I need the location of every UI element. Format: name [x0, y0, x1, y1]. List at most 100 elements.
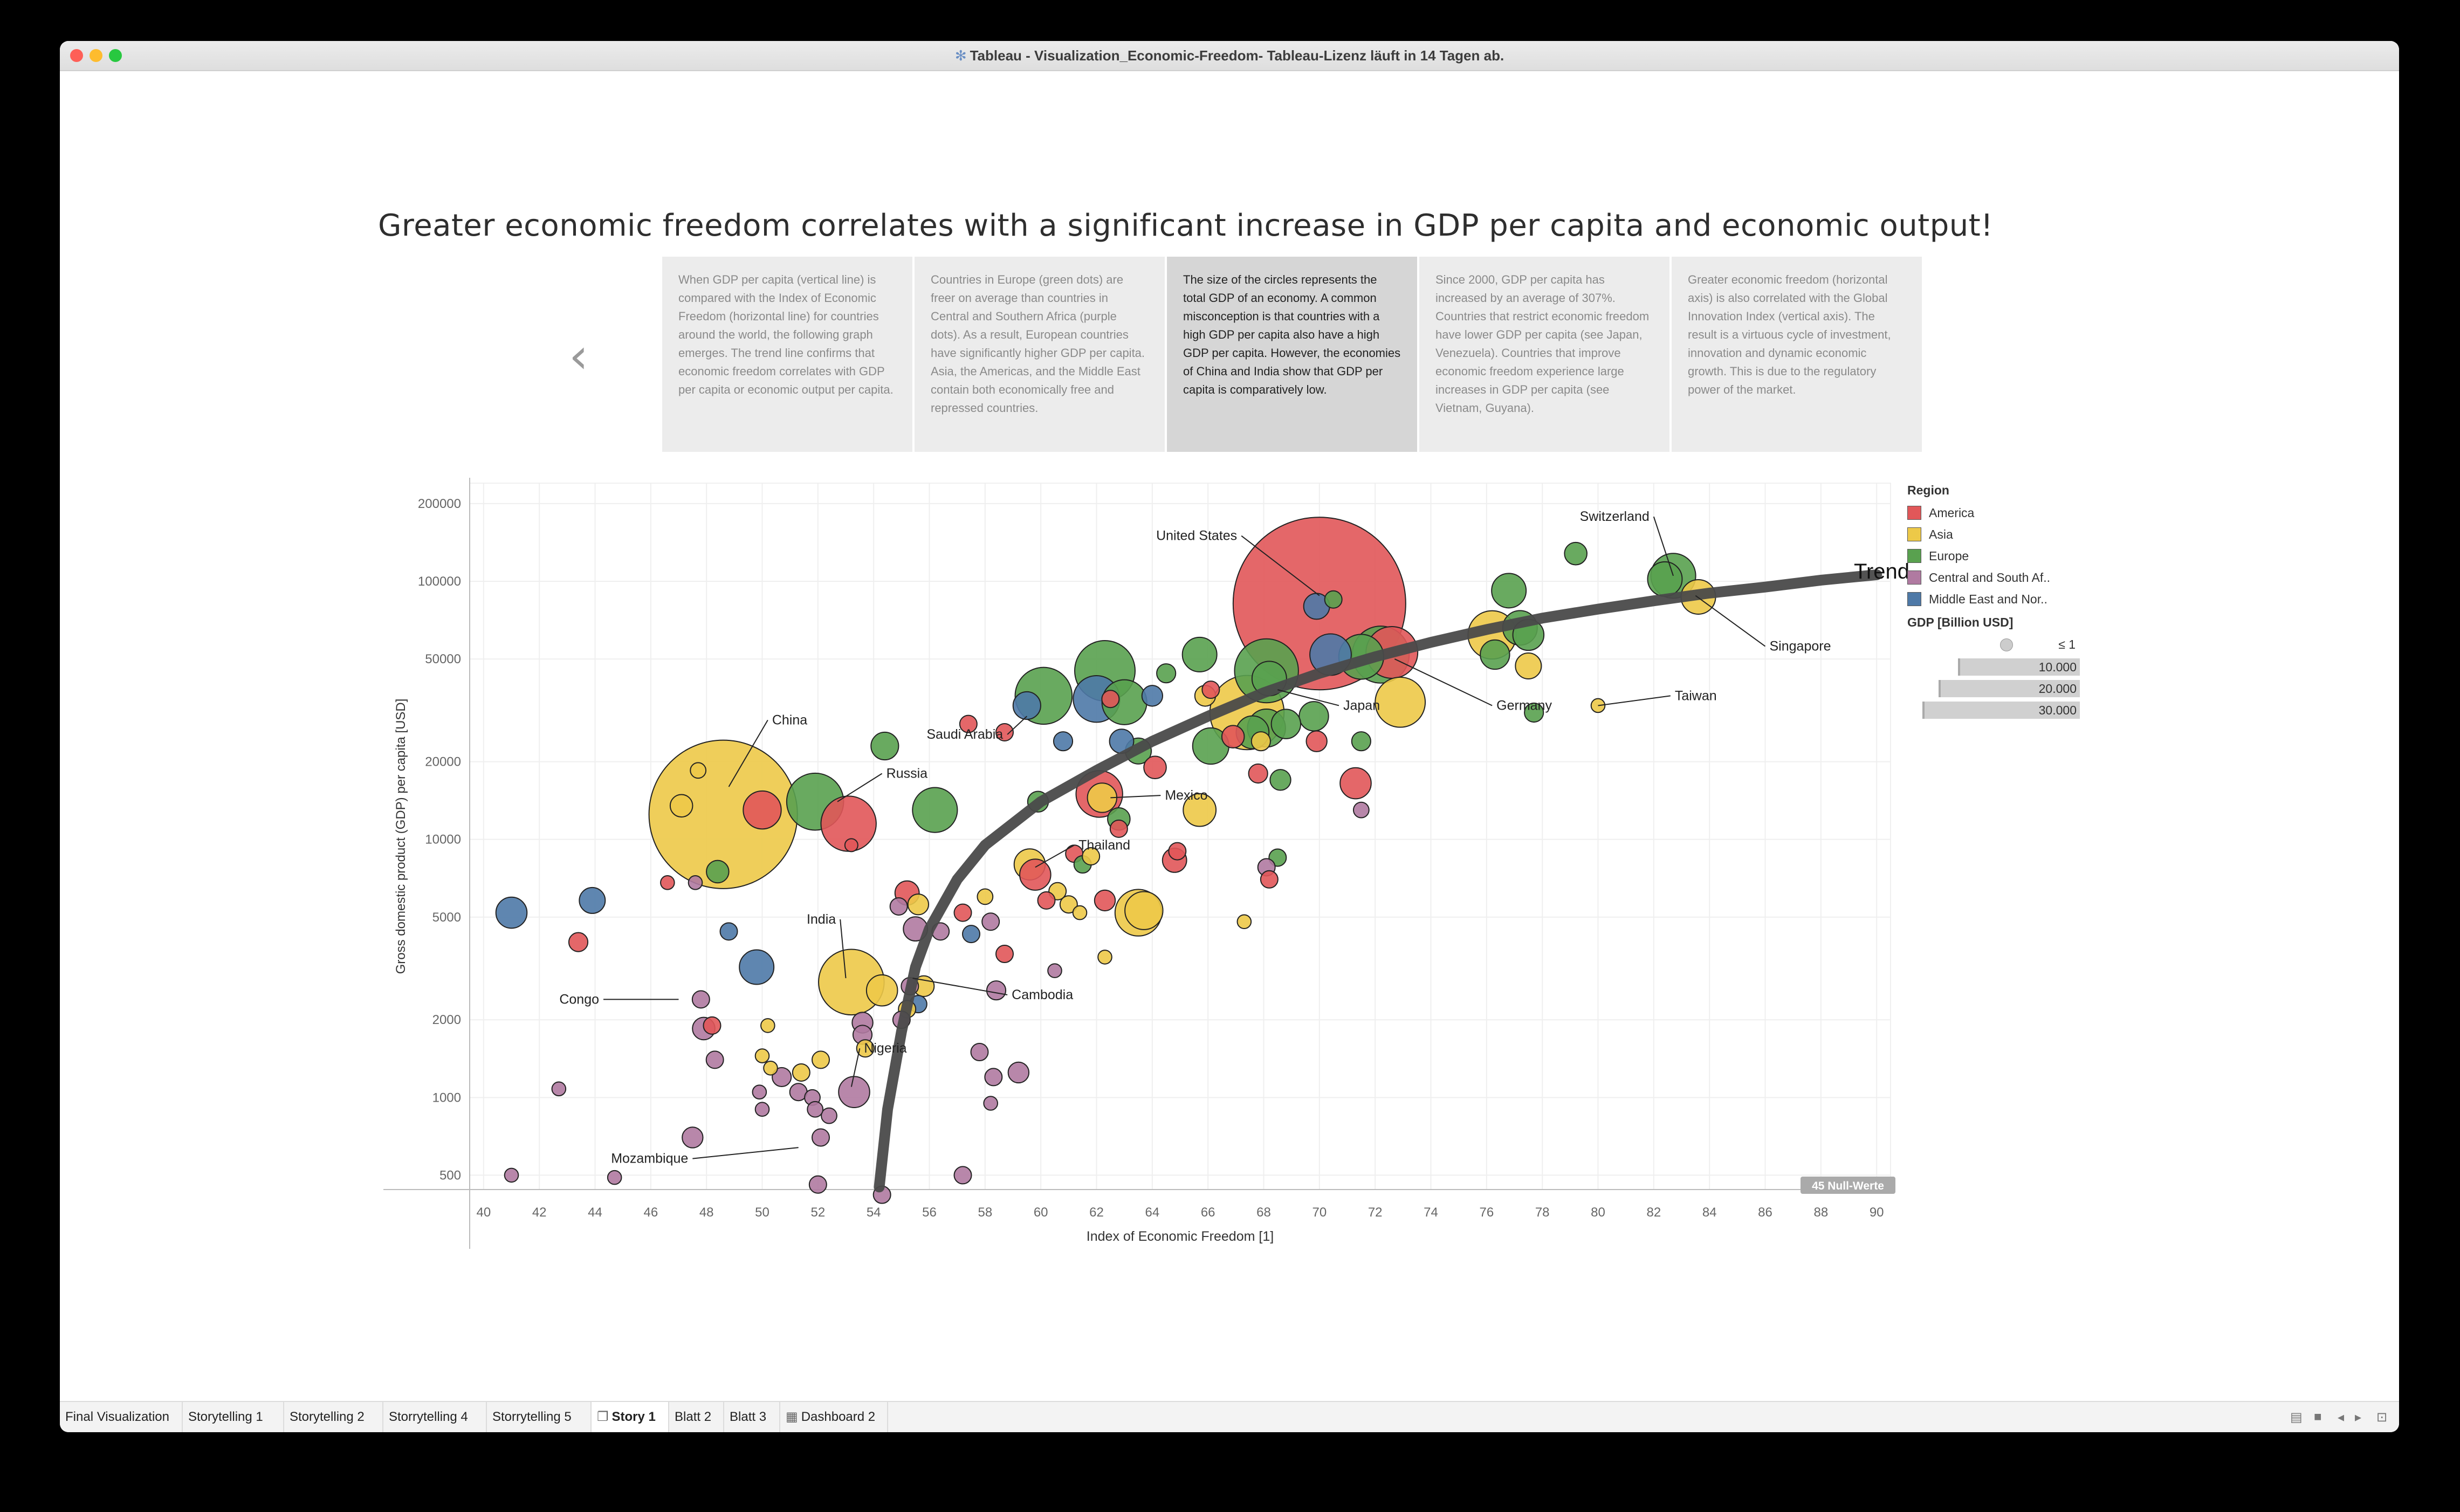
sheet-tab[interactable]: Storrytelling 4 — [383, 1402, 487, 1432]
y-tick-label: 2000 — [432, 1013, 461, 1027]
y-tick-label: 10000 — [425, 833, 461, 847]
x-tick-label: 62 — [1089, 1205, 1104, 1220]
region-swatch — [1907, 549, 1921, 563]
country-bubble — [682, 1126, 704, 1149]
annotation-label: Nigeria — [864, 1041, 906, 1056]
country-bubble — [504, 1167, 519, 1183]
y-tick-label: 50000 — [425, 652, 461, 666]
sheet-tab-label: Storrytelling 5 — [492, 1410, 572, 1424]
country-bubble — [1339, 767, 1372, 800]
country-bubble — [1564, 541, 1588, 566]
sheet-tab[interactable]: ❐ Story 1 — [592, 1402, 669, 1432]
country-bubble — [1097, 950, 1112, 965]
story-point-5[interactable]: Greater economic freedom (horizontal axi… — [1672, 257, 1922, 452]
tab-next-icon[interactable]: ▸ — [2355, 1410, 2362, 1425]
annotation-leader — [1241, 535, 1320, 596]
country-bubble — [870, 731, 899, 761]
tab-prev-icon[interactable]: ◂ — [2338, 1410, 2345, 1425]
grid-icon: ▦ — [786, 1410, 798, 1424]
sheet-tab[interactable]: Storytelling 2 — [284, 1402, 383, 1432]
country-bubble — [551, 1081, 567, 1097]
sheet-tab-label: Dashboard 2 — [801, 1410, 876, 1424]
country-bubble — [1298, 701, 1329, 732]
null-values-badge — [1801, 1177, 1895, 1194]
annotation-label: Germany — [1496, 698, 1552, 713]
country-bubble — [807, 1101, 824, 1118]
country-bubble — [719, 922, 738, 941]
sheet-tab[interactable]: Final Visualization — [60, 1402, 183, 1432]
country-bubble — [1183, 793, 1217, 827]
story-point-3[interactable]: The size of the circles represents the t… — [1167, 257, 1417, 452]
country-bubble — [739, 949, 775, 985]
story-point-2[interactable]: Countries in Europe (green dots) are fre… — [915, 257, 1165, 452]
country-bubble — [1324, 590, 1343, 609]
region-legend-label: Middle East and Nor.. — [1929, 592, 2047, 606]
country-bubble — [977, 888, 994, 905]
annotation-label: United States — [1156, 528, 1237, 544]
story-point-1[interactable]: When GDP per capita (vertical line) is c… — [662, 257, 912, 452]
presentation-icon[interactable]: ⊡ — [2376, 1410, 2388, 1425]
size-legend-label: ≤ 1 — [2058, 637, 2076, 651]
size-legend-title: GDP [Billion USD] — [1907, 615, 2014, 629]
country-bubble — [754, 1048, 770, 1063]
close-window-button[interactable] — [70, 49, 83, 62]
country-bubble — [970, 1043, 989, 1062]
country-bubble — [959, 714, 978, 733]
annotation-label: India — [807, 912, 836, 927]
maximize-window-button[interactable] — [109, 49, 122, 62]
country-bubble — [705, 1050, 724, 1069]
region-legend-item[interactable]: Asia — [1907, 524, 2080, 545]
annotation-leader — [837, 773, 883, 802]
sheet-tab[interactable]: ▦ Dashboard 2 — [780, 1402, 888, 1432]
country-bubble — [1141, 685, 1164, 707]
size-legend-bar: 30.000 — [1922, 702, 2080, 719]
story-point-4[interactable]: Since 2000, GDP per capita has increased… — [1419, 257, 1669, 452]
x-tick-label: 82 — [1646, 1205, 1661, 1220]
sheet-tab-label: Blatt 2 — [675, 1410, 712, 1424]
x-tick-label: 52 — [810, 1205, 825, 1220]
country-bubble — [1037, 891, 1056, 910]
region-swatch — [1907, 571, 1921, 585]
region-legend-item[interactable]: America — [1907, 502, 2080, 524]
window-title: ✻ Tableau - Visualization_Economic-Freedo… — [60, 47, 2399, 64]
size-legend-item: 10.000 — [1907, 656, 2080, 677]
country-bubble — [995, 723, 1014, 742]
country-bubble — [1491, 573, 1527, 609]
tableau-window: ✻ Tableau - Visualization_Economic-Freedo… — [60, 41, 2399, 1432]
annotation-leader — [850, 1048, 861, 1087]
size-legend-item: 20.000 — [1907, 677, 2080, 699]
country-bubble — [889, 897, 908, 916]
minimize-window-button[interactable] — [90, 49, 102, 62]
country-bubble — [821, 1107, 837, 1124]
annotation-label: Russia — [887, 766, 928, 781]
chevron-left-icon[interactable]: ‹ — [569, 328, 588, 384]
region-legend-item[interactable]: Europe — [1907, 545, 2080, 567]
x-tick-label: 58 — [978, 1205, 992, 1220]
country-bubble — [1221, 725, 1245, 748]
annotation-label: Congo — [559, 992, 599, 1007]
country-bubble — [754, 1102, 770, 1117]
country-bubble — [1007, 1061, 1030, 1084]
sheet-tab[interactable]: Storytelling 1 — [183, 1402, 284, 1432]
y-tick-label: 20000 — [425, 755, 461, 769]
annotation-label: Japan — [1343, 698, 1380, 713]
region-legend-item[interactable]: Central and South Af.. — [1907, 567, 2080, 588]
chart-legend: Region America Asia Europe Central and Sout… — [1907, 483, 2080, 720]
region-legend-item[interactable]: Middle East and Nor.. — [1907, 588, 2080, 610]
filmstrip-icon[interactable]: ■ — [2314, 1410, 2322, 1424]
sheet-tab[interactable]: Blatt 3 — [724, 1402, 780, 1432]
sheet-sorter-icon[interactable]: ▤ — [2290, 1410, 2303, 1425]
sheet-tab[interactable]: Storrytelling 5 — [487, 1402, 592, 1432]
country-bubble — [1109, 819, 1128, 838]
y-tick-label: 100000 — [418, 574, 461, 589]
sheet-tab[interactable]: Blatt 2 — [669, 1402, 724, 1432]
annotation-leader — [728, 719, 768, 787]
country-bubble — [772, 1067, 792, 1088]
country-bubble — [1260, 870, 1279, 889]
annotation-label: China — [772, 712, 807, 727]
sheet-tab-label: Storrytelling 4 — [389, 1410, 468, 1424]
null-values-text: 45 Null-Werte — [1812, 1180, 1884, 1192]
country-bubble — [1236, 914, 1252, 930]
country-bubble — [1352, 801, 1370, 819]
annotation-leader — [1653, 516, 1674, 576]
